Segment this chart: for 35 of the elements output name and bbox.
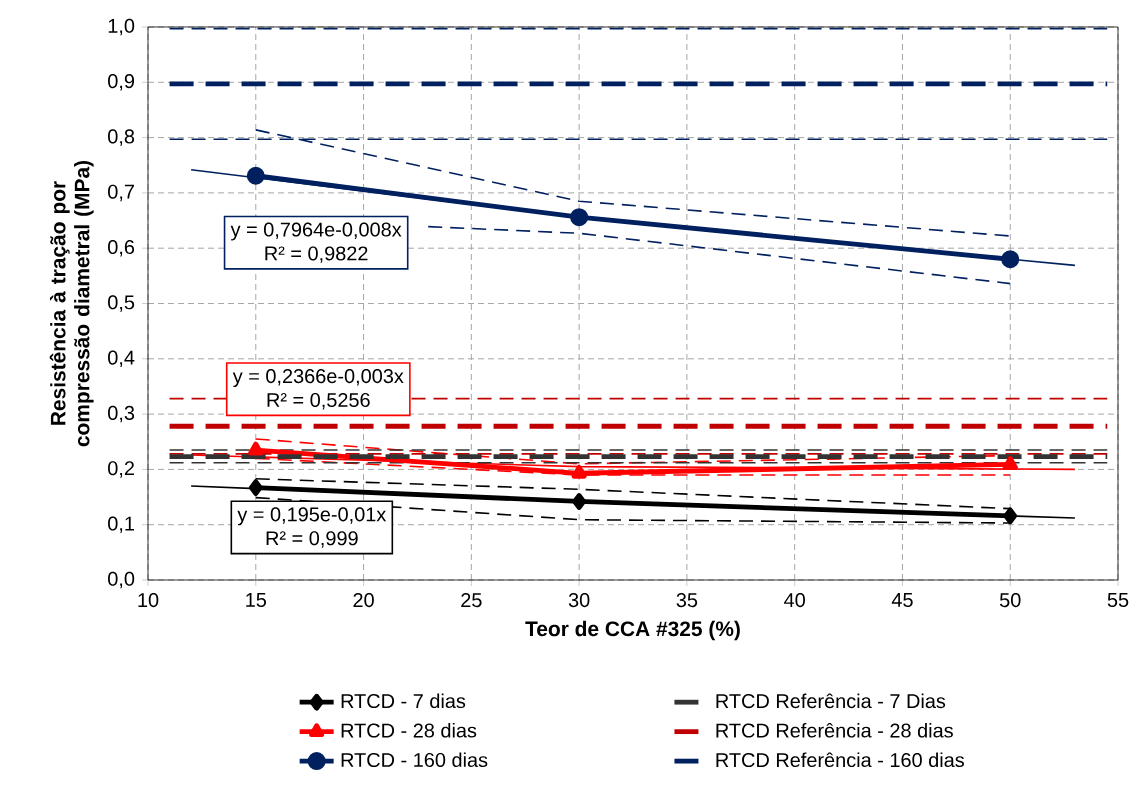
x-tick-label: 25 (461, 593, 482, 608)
x-tick-label: 40 (784, 593, 805, 608)
annotation: R² = 0,999 (266, 531, 358, 548)
x-tick-label: 45 (891, 593, 913, 607)
y-tick-label: 0,6 (108, 239, 135, 257)
y-axis-title: Resistência à tração por compressão diametral (MPa) (49, 161, 94, 447)
annotation: y = 0,195e-0,01x (237, 507, 387, 526)
x-tick-label: 50 (999, 593, 1021, 608)
y-tick-label: 0,0 (108, 571, 135, 589)
y-tick-label: 1,0 (108, 18, 135, 36)
legend-label: RTCD - 28 dias (341, 722, 477, 738)
x-tick-label: 35 (676, 593, 698, 608)
x-tick-label: 30 (568, 593, 590, 608)
x-tick-label: 20 (353, 593, 374, 608)
x-tick-label: 55 (1107, 593, 1129, 607)
y-tick-label: 0,4 (108, 350, 135, 368)
x-axis-title: Teor de CCA #325 (%) (525, 620, 740, 641)
y-tick-label: 0,7 (108, 184, 134, 202)
y-tick-label: 0,8 (108, 129, 135, 146)
legend-label: RTCD - 160 dias (341, 752, 488, 768)
y-tick-label: 0,1 (108, 516, 134, 533)
legend-label: RTCD Referência - 160 dias (716, 752, 965, 768)
annotation: y = 0,2366e-0,003x (232, 369, 404, 388)
annotation: R² = 0,9822 (265, 246, 368, 263)
y-tick-label: 0,3 (108, 405, 135, 423)
y-tick-label: 0,5 (108, 295, 135, 312)
y-tick-label: 0,9 (108, 74, 135, 91)
legend-label: RTCD Referência - 28 dias (716, 722, 953, 738)
legend-label: RTCD Referência - 7 Dias (716, 693, 946, 709)
annotation: R² = 0,5256 (267, 392, 370, 410)
x-tick-label: 10 (138, 593, 159, 608)
x-tick-label: 15 (246, 593, 267, 607)
y-tick-label: 0,2 (108, 461, 134, 478)
legend-label: RTCD - 7 dias (341, 693, 466, 709)
annotation: y = 0,7964e-0,008x (230, 222, 402, 241)
